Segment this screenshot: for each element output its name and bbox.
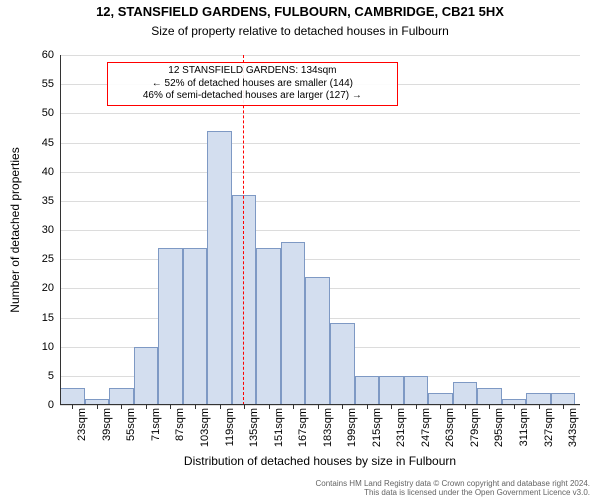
x-tick-label: 135sqm — [248, 408, 260, 447]
histogram-bar — [330, 323, 355, 405]
x-tick-mark — [391, 405, 392, 409]
x-tick-label: 279sqm — [469, 408, 481, 447]
histogram-bar — [232, 195, 257, 405]
chart-subtitle: Size of property relative to detached ho… — [0, 24, 600, 38]
y-tick-label: 50 — [24, 107, 54, 119]
x-tick-mark — [170, 405, 171, 409]
footer-line-1: Contains HM Land Registry data © Crown c… — [316, 479, 591, 488]
x-tick-label: 311sqm — [518, 408, 530, 446]
x-tick-label: 39sqm — [101, 408, 113, 441]
x-tick-label: 199sqm — [346, 408, 358, 447]
x-tick-mark — [489, 405, 490, 409]
x-tick-mark — [563, 405, 564, 409]
x-tick-mark — [220, 405, 221, 409]
histogram-bar — [281, 242, 306, 405]
y-tick-label: 30 — [24, 224, 54, 236]
x-tick-mark — [269, 405, 270, 409]
y-tick-label: 10 — [24, 341, 54, 353]
x-tick-label: 263sqm — [444, 408, 456, 447]
x-tick-mark — [416, 405, 417, 409]
x-tick-mark — [146, 405, 147, 409]
x-tick-label: 295sqm — [493, 408, 505, 447]
x-tick-mark — [97, 405, 98, 409]
annotation-line-3: 46% of semi-detached houses are larger (… — [114, 90, 391, 103]
gridline — [60, 230, 580, 231]
x-tick-mark — [293, 405, 294, 409]
footer-line-2: This data is licensed under the Open Gov… — [316, 488, 591, 497]
gridline — [60, 259, 580, 260]
plot-area — [60, 55, 580, 405]
gridline — [60, 172, 580, 173]
x-tick-label: 327sqm — [543, 408, 555, 447]
y-tick-label: 45 — [24, 137, 54, 149]
histogram-bar — [355, 376, 380, 405]
x-tick-mark — [318, 405, 319, 409]
x-tick-mark — [72, 405, 73, 409]
x-tick-mark — [440, 405, 441, 409]
annotation-callout: 12 STANSFIELD GARDENS: 134sqm← 52% of de… — [107, 62, 398, 106]
gridline — [60, 405, 580, 406]
annotation-line-2: ← 52% of detached houses are smaller (14… — [114, 78, 391, 91]
x-tick-label: 343sqm — [567, 408, 579, 447]
histogram-bar — [404, 376, 429, 405]
x-tick-mark — [539, 405, 540, 409]
y-tick-label: 40 — [24, 166, 54, 178]
gridline — [60, 113, 580, 114]
y-axis-label: Number of detached properties — [8, 147, 22, 312]
x-tick-label: 103sqm — [199, 408, 211, 447]
x-tick-label: 183sqm — [322, 408, 334, 447]
y-tick-label: 0 — [24, 399, 54, 411]
x-tick-label: 231sqm — [395, 408, 407, 447]
gridline — [60, 143, 580, 144]
x-tick-label: 247sqm — [420, 408, 432, 447]
x-axis-line — [60, 404, 580, 405]
histogram-bar — [379, 376, 404, 405]
histogram-bar — [477, 388, 502, 406]
footer-attribution: Contains HM Land Registry data © Crown c… — [316, 479, 591, 497]
histogram-bar — [207, 131, 232, 405]
histogram-bar — [183, 248, 208, 406]
y-tick-label: 15 — [24, 312, 54, 324]
histogram-bar — [158, 248, 183, 406]
x-tick-label: 87sqm — [174, 408, 186, 441]
chart-canvas: 12, STANSFIELD GARDENS, FULBOURN, CAMBRI… — [0, 0, 600, 500]
y-tick-label: 20 — [24, 282, 54, 294]
y-axis-line — [60, 55, 61, 405]
x-tick-mark — [342, 405, 343, 409]
histogram-bar — [134, 347, 159, 405]
x-tick-mark — [121, 405, 122, 409]
histogram-bar — [109, 388, 134, 406]
x-tick-label: 151sqm — [273, 408, 285, 447]
x-tick-mark — [465, 405, 466, 409]
plot-background — [60, 55, 580, 405]
gridline — [60, 201, 580, 202]
y-tick-label: 55 — [24, 78, 54, 90]
x-tick-label: 23sqm — [76, 408, 88, 441]
x-tick-label: 71sqm — [150, 408, 162, 441]
y-tick-label: 5 — [24, 370, 54, 382]
annotation-line-1: 12 STANSFIELD GARDENS: 134sqm — [114, 65, 391, 78]
y-tick-label: 35 — [24, 195, 54, 207]
x-tick-label: 119sqm — [224, 408, 236, 446]
gridline — [60, 55, 580, 56]
histogram-bar — [256, 248, 281, 406]
reference-line — [243, 55, 244, 405]
y-tick-label: 60 — [24, 49, 54, 61]
x-tick-label: 167sqm — [297, 408, 309, 447]
x-axis-label: Distribution of detached houses by size … — [60, 454, 580, 468]
x-tick-label: 215sqm — [371, 408, 383, 447]
x-tick-mark — [195, 405, 196, 409]
y-tick-label: 25 — [24, 253, 54, 265]
x-tick-mark — [514, 405, 515, 409]
x-tick-label: 55sqm — [125, 408, 137, 441]
histogram-bar — [453, 382, 478, 405]
x-tick-mark — [367, 405, 368, 409]
histogram-bar — [305, 277, 330, 405]
chart-title: 12, STANSFIELD GARDENS, FULBOURN, CAMBRI… — [0, 4, 600, 19]
histogram-bar — [60, 388, 85, 406]
x-tick-mark — [244, 405, 245, 409]
